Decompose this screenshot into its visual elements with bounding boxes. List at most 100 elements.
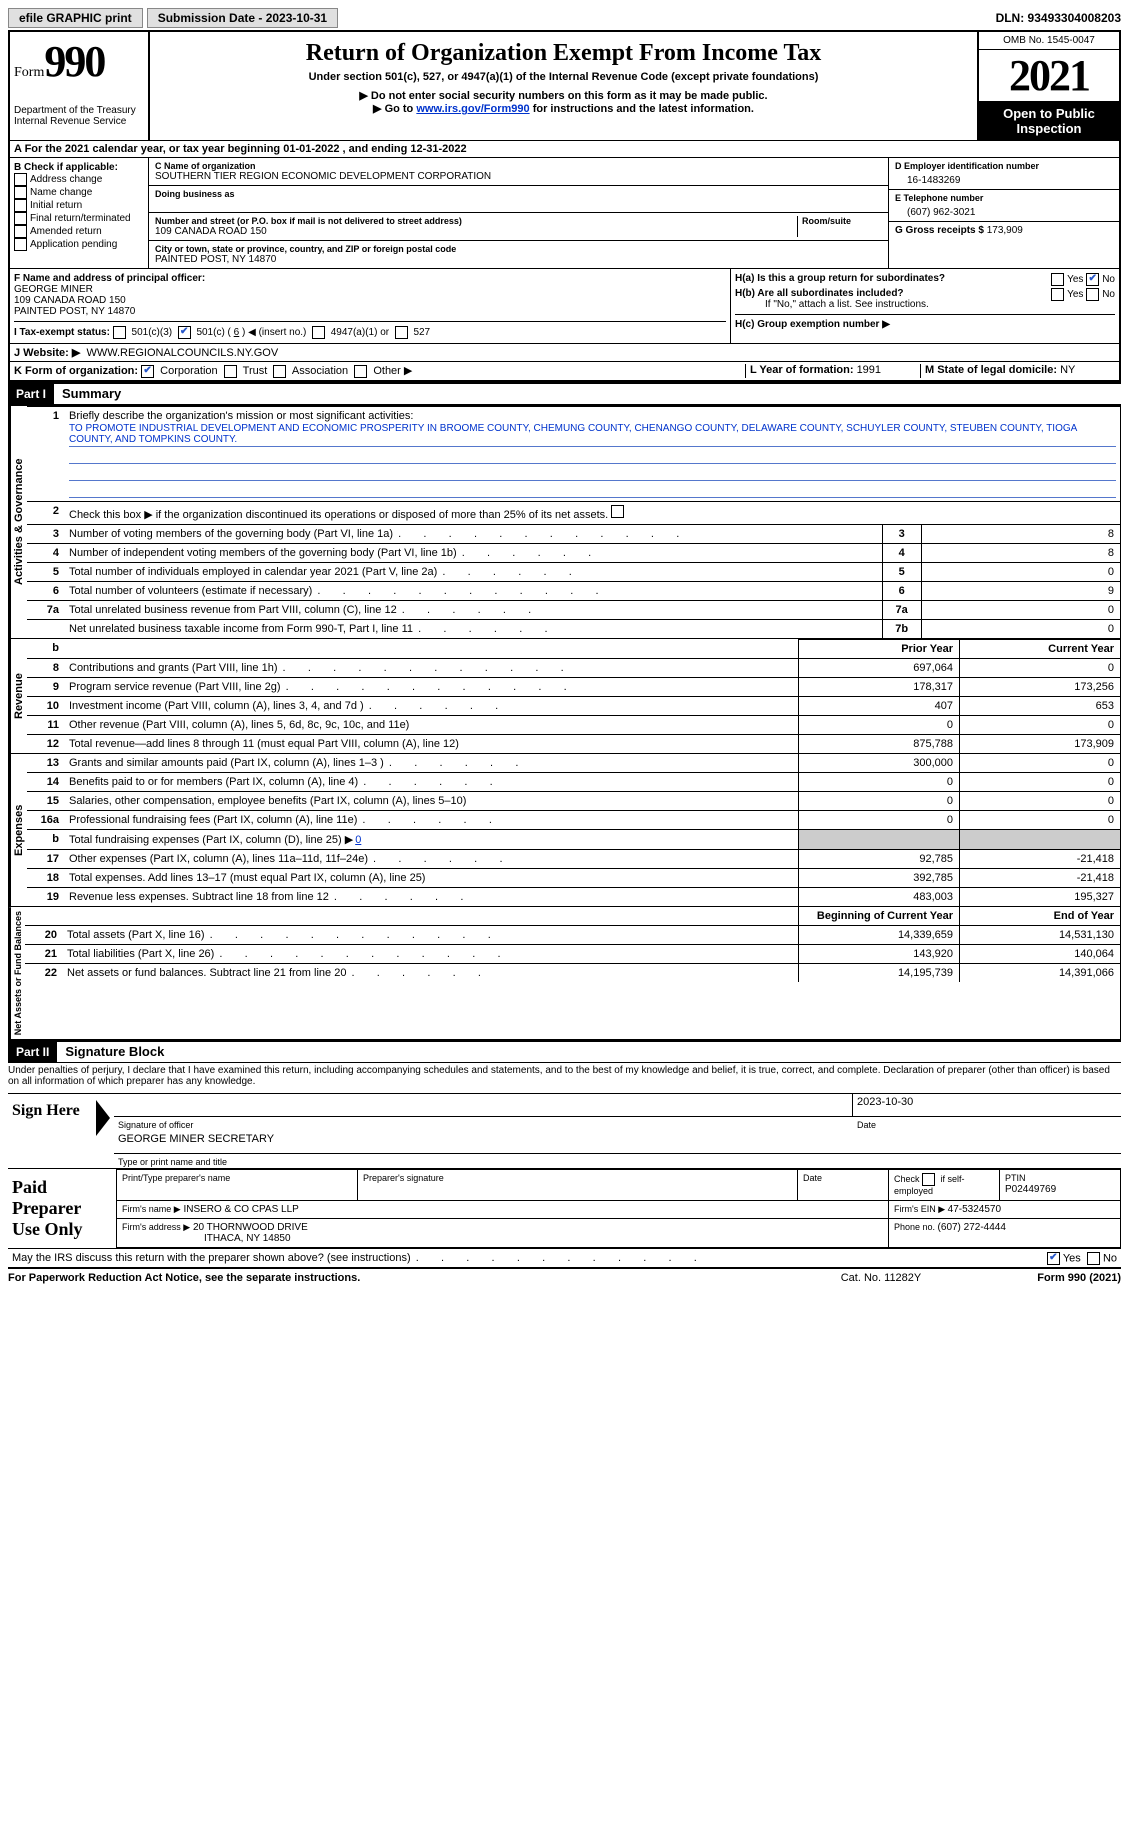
part1-title: Summary <box>54 386 121 401</box>
irs-form990-link[interactable]: www.irs.gov/Form990 <box>416 103 529 115</box>
l4-text: Number of independent voting members of … <box>69 547 593 559</box>
top-toolbar: efile GRAPHIC print Submission Date - 20… <box>8 8 1121 28</box>
cb-discuss-yes[interactable] <box>1047 1252 1060 1265</box>
cb-initial-return[interactable] <box>14 199 27 212</box>
city-label: City or town, state or province, country… <box>155 244 882 254</box>
l20-boy: 14,339,659 <box>799 925 960 944</box>
cb-501c3[interactable] <box>113 326 126 339</box>
cb-501c[interactable] <box>178 326 191 339</box>
l18-curr: -21,418 <box>960 868 1121 887</box>
opt-other: Other ▶ <box>373 365 412 377</box>
officer-addr2: PAINTED POST, NY 14870 <box>14 306 135 317</box>
part1-header: Part I <box>8 384 54 404</box>
ssn-note: ▶ Do not enter social security numbers o… <box>154 89 973 102</box>
vert-net-assets: Net Assets or Fund Balances <box>9 907 25 1039</box>
form-header-box: Form990 Department of the Treasury Inter… <box>8 30 1121 382</box>
row-a-pre: A For the 2021 calendar year, or tax yea… <box>14 143 283 155</box>
l19-text: Revenue less expenses. Subtract line 18 … <box>69 891 465 903</box>
ha-label: H(a) Is this a group return for subordin… <box>735 273 945 284</box>
firm-addr1: 20 THORNWOOD DRIVE <box>193 1222 308 1233</box>
opt-501c-post: ) ◀ (insert no.) <box>239 327 306 338</box>
opt-app-pending: Application pending <box>30 239 117 250</box>
l12-text: Total revenue—add lines 8 through 11 (mu… <box>69 738 459 750</box>
cb-other[interactable] <box>354 365 367 378</box>
l21-text: Total liabilities (Part X, line 26) <box>67 948 503 960</box>
cb-ha-yes[interactable] <box>1051 273 1064 286</box>
l17-curr: -21,418 <box>960 849 1121 868</box>
form-number: 990 <box>44 37 104 86</box>
sign-here-label: Sign Here <box>8 1094 96 1168</box>
efile-print-button[interactable]: efile GRAPHIC print <box>8 8 143 28</box>
cb-amended[interactable] <box>14 225 27 238</box>
penalty-text: Under penalties of perjury, I declare th… <box>8 1063 1121 1093</box>
l2-text: Check this box ▶ if the organization dis… <box>65 501 1120 524</box>
l5-val: 0 <box>921 562 1120 581</box>
l22-eoy: 14,391,066 <box>960 963 1121 982</box>
l22-text: Net assets or fund balances. Subtract li… <box>67 967 483 979</box>
row-a-mid: , and ending <box>339 143 410 155</box>
cb-trust[interactable] <box>224 365 237 378</box>
cb-name-change[interactable] <box>14 186 27 199</box>
l9-prior: 178,317 <box>799 677 960 696</box>
discuss-yes: Yes <box>1063 1252 1081 1264</box>
l18-prior: 392,785 <box>799 868 960 887</box>
hb-no: No <box>1102 289 1115 300</box>
officer-print-name: GEORGE MINER SECRETARY <box>118 1133 274 1145</box>
hdr-eoy: End of Year <box>960 907 1121 926</box>
cb-corp[interactable] <box>141 365 154 378</box>
officer-name: GEORGE MINER <box>14 284 93 295</box>
dba-label: Doing business as <box>155 189 882 199</box>
f-label: F Name and address of principal officer: <box>14 273 205 284</box>
l3-text: Number of voting members of the governin… <box>69 528 681 540</box>
l10-curr: 653 <box>960 696 1121 715</box>
cb-527[interactable] <box>395 326 408 339</box>
ha-no: No <box>1102 274 1115 285</box>
city-state-zip: PAINTED POST, NY 14870 <box>155 254 882 265</box>
l20-text: Total assets (Part X, line 16) <box>67 929 493 941</box>
g-gross-label: G Gross receipts $ <box>895 225 987 236</box>
l1-label: Briefly describe the organization's miss… <box>69 410 413 422</box>
vert-revenue: Revenue <box>9 639 27 753</box>
cb-ha-no[interactable] <box>1086 273 1099 286</box>
vert-activities-governance: Activities & Governance <box>9 406 27 638</box>
cb-address-change[interactable] <box>14 173 27 186</box>
l16a-curr: 0 <box>960 810 1121 829</box>
opt-corp: Corporation <box>160 365 217 377</box>
sig-officer-label: Signature of officer <box>118 1120 193 1130</box>
cb-self-employed[interactable] <box>922 1173 935 1186</box>
l15-text: Salaries, other compensation, employee b… <box>69 795 466 807</box>
cb-l2[interactable] <box>611 505 624 518</box>
k-label: K Form of organization: <box>14 365 138 377</box>
b-label: B Check if applicable: <box>14 162 144 173</box>
ptin-val: P02449769 <box>1005 1184 1056 1195</box>
l13-prior: 300,000 <box>799 754 960 773</box>
prep-h1: Print/Type preparer's name <box>122 1173 230 1183</box>
l10-text: Investment income (Part VIII, column (A)… <box>69 700 500 712</box>
submission-date-button[interactable]: Submission Date - 2023-10-31 <box>147 8 338 28</box>
firm-phone-label: Phone no. <box>894 1222 938 1232</box>
cb-app-pending[interactable] <box>14 238 27 251</box>
opt-final-return: Final return/terminated <box>30 213 131 224</box>
l12-curr: 173,909 <box>960 734 1121 753</box>
cat-no: Cat. No. 11282Y <box>801 1272 961 1284</box>
l15-prior: 0 <box>799 791 960 810</box>
cb-hb-yes[interactable] <box>1051 288 1064 301</box>
l13-text: Grants and similar amounts paid (Part IX… <box>69 757 520 769</box>
l13-curr: 0 <box>960 754 1121 773</box>
cb-4947[interactable] <box>312 326 325 339</box>
l16b-val: 0 <box>353 834 401 846</box>
form-title: Return of Organization Exempt From Incom… <box>154 40 973 67</box>
l11-prior: 0 <box>799 715 960 734</box>
firm-ein: 47-5324570 <box>948 1204 1001 1215</box>
cb-assoc[interactable] <box>273 365 286 378</box>
cb-hb-no[interactable] <box>1086 288 1099 301</box>
cb-final-return[interactable] <box>14 212 27 225</box>
l5-text: Total number of individuals employed in … <box>69 566 574 578</box>
cb-discuss-no[interactable] <box>1087 1252 1100 1265</box>
l16a-prior: 0 <box>799 810 960 829</box>
l21-boy: 143,920 <box>799 944 960 963</box>
d-ein-label: D Employer identification number <box>895 161 1113 171</box>
hdr-current: Current Year <box>960 639 1121 658</box>
l12-prior: 875,788 <box>799 734 960 753</box>
part2-title: Signature Block <box>57 1044 164 1059</box>
